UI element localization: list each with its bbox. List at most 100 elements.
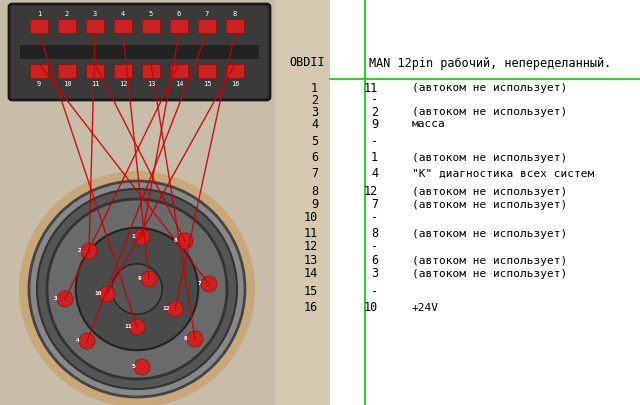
Text: (автоком не использует): (автоком не использует)	[412, 256, 567, 265]
Circle shape	[134, 359, 150, 375]
Text: 6: 6	[371, 254, 378, 267]
Circle shape	[57, 291, 73, 307]
Text: -: -	[371, 285, 378, 298]
Bar	[114, 20, 132, 34]
Circle shape	[167, 301, 183, 317]
Text: 4: 4	[76, 338, 80, 343]
Text: OBDII: OBDII	[289, 56, 325, 69]
Bar	[114, 65, 132, 79]
Text: 11: 11	[91, 81, 99, 87]
Text: 7: 7	[311, 167, 318, 180]
Text: 2: 2	[311, 93, 318, 106]
Text: 11: 11	[304, 227, 318, 240]
Circle shape	[177, 233, 193, 249]
Bar	[0, 0, 275, 405]
Bar	[142, 20, 160, 34]
Text: 8: 8	[174, 238, 178, 243]
Text: 9: 9	[371, 117, 378, 130]
Text: 6: 6	[184, 336, 188, 341]
Bar	[30, 65, 48, 79]
Text: 15: 15	[203, 81, 211, 87]
Bar	[20, 46, 259, 60]
Text: (автоком не использует): (автоком не использует)	[412, 107, 567, 117]
Text: масса: масса	[412, 119, 445, 129]
Text: 11: 11	[364, 81, 378, 94]
Text: 12: 12	[119, 81, 127, 87]
Text: 16: 16	[231, 81, 239, 87]
Text: (автоком не использует): (автоком не использует)	[412, 200, 567, 209]
Circle shape	[19, 172, 255, 405]
Text: 4: 4	[311, 117, 318, 130]
Text: 16: 16	[304, 301, 318, 314]
Text: -: -	[371, 135, 378, 148]
Circle shape	[141, 271, 157, 287]
Text: 12: 12	[364, 185, 378, 198]
Bar	[170, 65, 188, 79]
Bar	[142, 65, 160, 79]
Text: 5: 5	[131, 364, 135, 369]
Text: "К" диагностика всех систем: "К" диагностика всех систем	[412, 168, 595, 179]
Text: +24V: +24V	[412, 302, 439, 312]
Text: 9: 9	[138, 276, 142, 281]
Bar	[58, 20, 76, 34]
Text: 6: 6	[177, 11, 181, 17]
Circle shape	[187, 331, 203, 347]
FancyBboxPatch shape	[9, 5, 270, 101]
Text: 15: 15	[304, 285, 318, 298]
Text: 1: 1	[371, 151, 378, 164]
Circle shape	[37, 190, 237, 389]
Text: 13: 13	[147, 81, 156, 87]
Circle shape	[129, 319, 145, 335]
Text: 9: 9	[37, 81, 41, 87]
Bar	[86, 20, 104, 34]
Text: 3: 3	[371, 267, 378, 280]
Text: 14: 14	[304, 267, 318, 280]
Text: 2: 2	[78, 248, 82, 253]
Text: 2: 2	[65, 11, 69, 17]
Text: 2: 2	[371, 105, 378, 118]
Text: 11: 11	[124, 324, 132, 329]
Circle shape	[76, 228, 198, 350]
Text: 5: 5	[149, 11, 153, 17]
Text: 7: 7	[198, 281, 202, 286]
Text: 3: 3	[93, 11, 97, 17]
Text: 10: 10	[63, 81, 71, 87]
Text: 4: 4	[371, 167, 378, 180]
Text: 8: 8	[311, 185, 318, 198]
Text: 7: 7	[371, 198, 378, 211]
Circle shape	[47, 200, 227, 379]
Circle shape	[201, 276, 217, 292]
Text: 13: 13	[304, 254, 318, 267]
Text: 8: 8	[233, 11, 237, 17]
Text: 5: 5	[311, 135, 318, 148]
Bar	[170, 20, 188, 34]
Circle shape	[81, 243, 97, 259]
Text: (автоком не использует): (автоком не использует)	[412, 187, 567, 196]
Text: 3: 3	[54, 296, 58, 301]
Circle shape	[29, 181, 245, 397]
Text: 10: 10	[304, 211, 318, 224]
Text: (автоком не использует): (автоком не использует)	[412, 153, 567, 162]
Bar	[198, 65, 216, 79]
Text: 12: 12	[163, 306, 170, 311]
Text: 3: 3	[311, 105, 318, 118]
Circle shape	[99, 286, 115, 302]
Text: 8: 8	[371, 227, 378, 240]
Text: 7: 7	[205, 11, 209, 17]
Text: 1: 1	[311, 81, 318, 94]
Text: 9: 9	[311, 198, 318, 211]
Bar	[226, 20, 244, 34]
Text: -: -	[371, 240, 378, 253]
Circle shape	[134, 230, 150, 245]
Text: (автоком не использует): (автоком не использует)	[412, 269, 567, 278]
Text: -: -	[371, 93, 378, 106]
Bar	[198, 20, 216, 34]
Text: 14: 14	[175, 81, 183, 87]
Bar	[30, 20, 48, 34]
Bar	[58, 65, 76, 79]
Text: 12: 12	[304, 240, 318, 253]
Text: -: -	[371, 211, 378, 224]
Text: 10: 10	[94, 291, 102, 296]
Bar	[330, 0, 640, 405]
Bar	[226, 65, 244, 79]
